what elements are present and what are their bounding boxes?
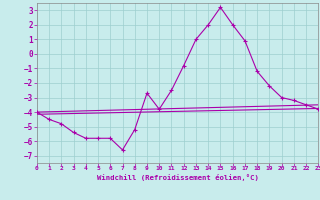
X-axis label: Windchill (Refroidissement éolien,°C): Windchill (Refroidissement éolien,°C)	[97, 174, 259, 181]
